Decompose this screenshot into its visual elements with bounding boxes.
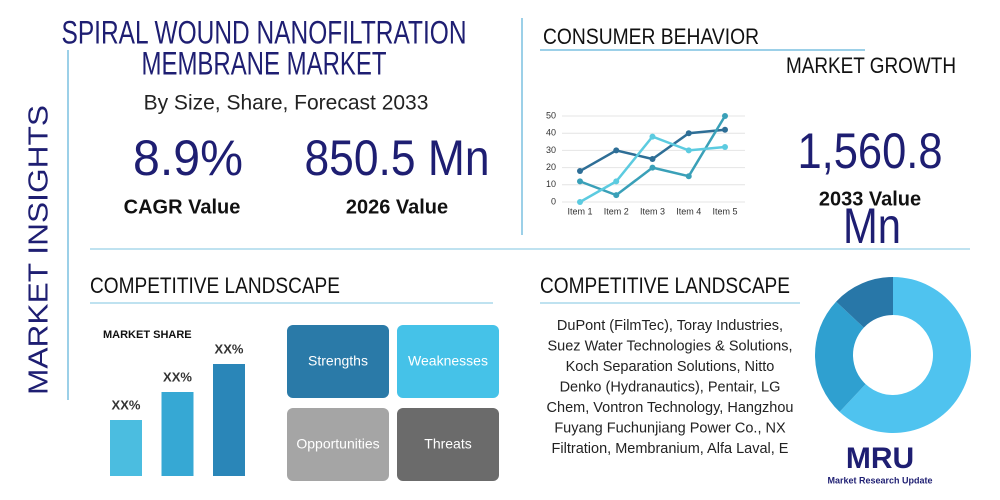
x-tick-label: Item 1 [567, 206, 592, 216]
point [649, 156, 656, 162]
company-text: Suez Water Technologies & Solutions, [547, 338, 792, 354]
section-title: MARKET GROWTH [786, 53, 956, 78]
swot-label: Weaknesses [408, 353, 488, 369]
point [613, 192, 620, 199]
growth-label: 2033 Value [819, 188, 921, 210]
point [722, 126, 728, 133]
company-text: Koch Separation Solutions, Nitto [566, 359, 775, 375]
stat-label: 2026 Value [346, 196, 448, 218]
company-text: DuPont (FilmTec), Toray Industries, [557, 318, 783, 334]
sidebar-title: MARKET INSIGHTS [22, 105, 53, 395]
y-tick-label: 50 [546, 110, 556, 120]
stat-label: CAGR Value [124, 196, 241, 218]
growth-value: 1,560.8 [798, 123, 943, 179]
swot-label: Strengths [308, 353, 368, 369]
swot-label: Threats [424, 436, 471, 452]
x-tick-label: Item 2 [604, 206, 629, 216]
chart-title: MARKET SHARE [103, 329, 192, 341]
company-text: Denko (Hydranautics), Pentair, LG [560, 379, 781, 395]
donut-segment [836, 277, 893, 328]
point [685, 130, 692, 137]
subtitle: By Size, Share, Forecast 2033 [144, 92, 429, 115]
point [613, 147, 620, 154]
point [722, 113, 728, 119]
point [577, 199, 583, 205]
line [579, 115, 727, 197]
section-title: COMPETITIVE LANDSCAPE [540, 273, 790, 298]
bar-label: XX% [163, 369, 192, 384]
logo-name: Market Research Update [827, 475, 932, 485]
bar [213, 364, 245, 476]
point [577, 168, 583, 175]
point [613, 178, 620, 185]
donut-segment [815, 301, 866, 412]
x-tick-label: Item 3 [640, 206, 665, 216]
company-text: Chem, Vontron Technology, Hangzhou [547, 400, 794, 416]
title: MEMBRANE MARKET [142, 45, 387, 81]
section-title: CONSUMER BEHAVIOR [543, 24, 759, 49]
y-tick-label: 40 [546, 128, 556, 138]
swot-box [287, 325, 389, 398]
swot-box [397, 325, 499, 398]
y-tick-label: 30 [546, 145, 556, 155]
point [649, 133, 656, 140]
point [685, 173, 692, 180]
stat-value: 8.9% [133, 130, 243, 186]
y-tick-label: 10 [546, 179, 556, 189]
point [722, 143, 728, 150]
y-tick-label: 20 [546, 162, 556, 172]
title: SPIRAL WOUND NANOFILTRATION [62, 14, 467, 50]
point [649, 164, 656, 171]
y-tick-label: 0 [551, 196, 556, 206]
bar-label: XX% [215, 341, 244, 356]
company-text: Fuyang Fuchunjiang Power Co., NX [554, 420, 786, 436]
bar [110, 420, 142, 476]
swot-box [397, 408, 499, 481]
point [685, 147, 692, 154]
point [577, 178, 583, 185]
stat-value: 850.5 Mn [305, 130, 490, 186]
growth-value: Mn [843, 198, 901, 254]
bar [161, 392, 194, 476]
x-tick-label: Item 4 [676, 206, 701, 216]
donut-segment [839, 277, 972, 434]
section-title: COMPETITIVE LANDSCAPE [90, 273, 340, 298]
company-text: Filtration, Membranium, Alfa Laval, E [552, 441, 789, 457]
swot-label: Opportunities [296, 436, 379, 452]
swot-box [287, 408, 389, 481]
logo-mark: MRU [846, 442, 914, 475]
bar-label: XX% [112, 397, 141, 412]
x-tick-label: Item 5 [712, 206, 737, 216]
